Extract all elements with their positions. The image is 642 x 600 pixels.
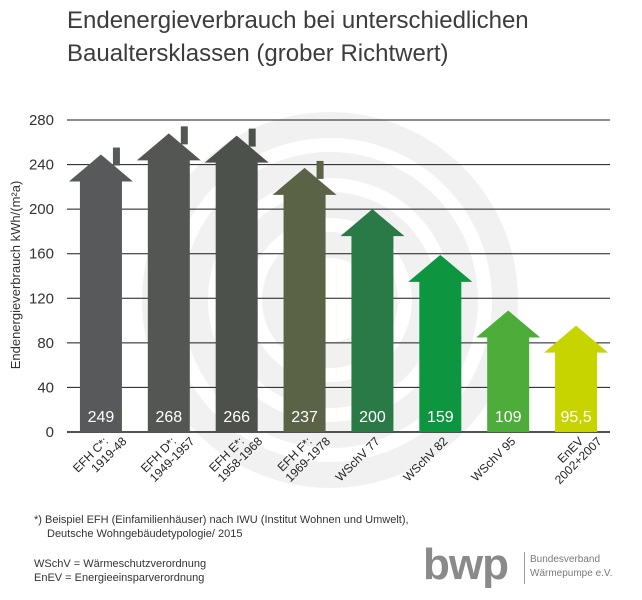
- y-tick-label: 280: [29, 112, 54, 129]
- bar: 159: [408, 254, 473, 432]
- bar-chimney: [316, 160, 324, 179]
- bar: 237: [272, 160, 337, 432]
- abbr-wschv: WSchV = Wärmeschutzverordnung: [34, 558, 207, 570]
- bar-chart: 249 268 266 237 200 159 109 95,5 0 40 80 120 160 200…: [8, 112, 610, 488]
- x-tick-label: EFH C*:1919-48: [70, 425, 130, 485]
- y-axis-label: Endenergieverbrauch kWh/(m²a): [8, 181, 23, 370]
- bar-shape: [204, 135, 269, 432]
- bar: 200: [340, 209, 405, 432]
- bar-value-label: 95,5: [560, 409, 591, 426]
- y-tick-label: 0: [46, 424, 54, 441]
- y-tick-label: 120: [29, 290, 54, 307]
- footnote-line-1: *) Beispiel EFH (Einfamilienhäuser) nach…: [34, 514, 409, 526]
- y-tick-label: 240: [29, 157, 54, 174]
- logo-separator: [524, 552, 525, 584]
- bar-shape: [68, 154, 133, 433]
- bar-chimney: [248, 128, 256, 147]
- chart-title-line-1: Endenergieverbrauch bei unterschiedliche…: [67, 7, 529, 34]
- bar-shape: [544, 325, 609, 432]
- bar: 109: [476, 310, 541, 432]
- abbreviations: WSchV = Wärmeschutzverordnung EnEV = Ene…: [34, 557, 409, 585]
- bar-value-label: 200: [359, 409, 386, 426]
- logo-line-2: Wärmepumpe e.V.: [530, 568, 613, 579]
- bar-shape: [340, 209, 405, 432]
- bar-value-label: 237: [291, 409, 318, 426]
- bar-value-label: 159: [427, 409, 454, 426]
- y-tick-label: 80: [37, 335, 54, 352]
- abbr-enev: EnEV = Energieeinsparverordnung: [34, 572, 205, 584]
- bwp-logo: bwp Bundesverband Wärmepumpe e.V.: [423, 540, 623, 590]
- chart-title: Endenergieverbrauch bei unterschiedliche…: [67, 4, 627, 70]
- bar-shape: [272, 167, 337, 432]
- x-tick-label: EnEV2002+2007: [543, 425, 605, 487]
- logo-wordmark: bwp: [423, 540, 509, 589]
- bar-chimney: [112, 147, 120, 166]
- x-tick-label: EFH D*:1949-1957: [138, 425, 198, 485]
- x-tick-label: WSchV 95: [468, 434, 518, 484]
- bar: 268: [136, 126, 201, 432]
- footnote-line-2: Deutsche Wohngebäudetypologie/ 2015: [47, 528, 243, 540]
- chart-title-line-2: Baualtersklassen (grober Richtwert): [67, 40, 449, 67]
- notes: *) Beispiel EFH (Einfamilienhäuser) nach…: [34, 513, 409, 585]
- bar-value-label: 249: [88, 409, 115, 426]
- bar: 249: [68, 147, 133, 433]
- logo-line-1: Bundesverband: [530, 554, 601, 565]
- y-tick-label: 160: [29, 246, 54, 263]
- bar-chimney: [180, 126, 188, 145]
- bar-value-label: 268: [155, 409, 182, 426]
- bar: 266: [204, 128, 269, 432]
- y-tick-label: 40: [37, 379, 54, 396]
- bar-shape: [476, 310, 541, 432]
- bar: 95,5: [544, 325, 609, 432]
- bar-value-label: 109: [495, 409, 522, 426]
- bar-value-label: 266: [223, 409, 250, 426]
- bar-shape: [408, 254, 473, 432]
- y-tick-label: 200: [29, 201, 54, 218]
- bar-shape: [136, 133, 201, 432]
